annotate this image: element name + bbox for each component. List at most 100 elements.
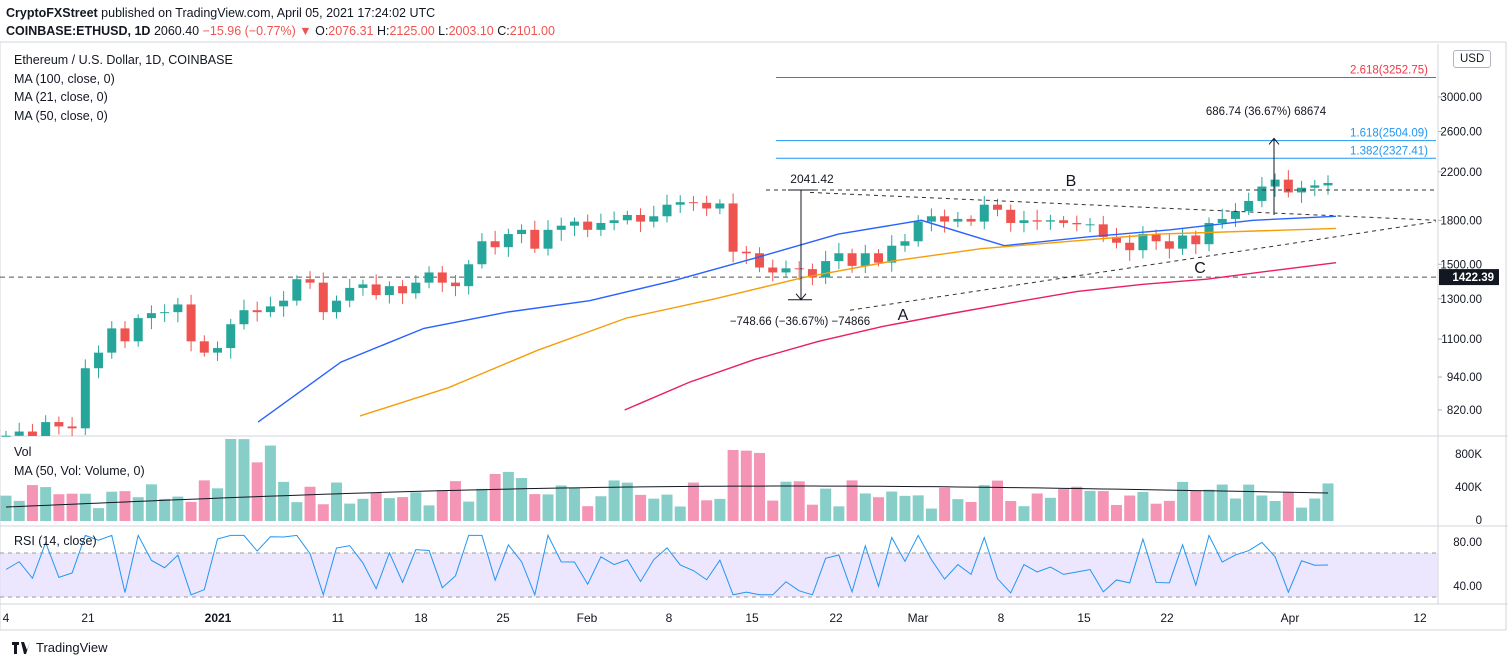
volume-bar [754,452,766,521]
candle-body [1059,220,1069,223]
candle-body [781,268,791,273]
candle-body [755,253,765,268]
fib-label: 1.618(2504.09) [1350,128,1428,140]
tradingview-footer[interactable]: TradingView [12,640,108,655]
candle-body [1244,200,1254,212]
candle-body [1,435,11,437]
wave-c-label: C [1194,260,1206,277]
price-tag-value: 1422.39 [1452,272,1494,284]
candle-body [609,220,619,223]
price-tick-label: 820.00 [1447,405,1482,417]
candle-body [1151,234,1161,242]
candle-body [464,264,474,287]
volume-bar [780,481,792,521]
volume-bar [1177,481,1189,521]
candle-body [1297,187,1307,193]
candle-body [993,204,1002,210]
volume-bar [0,495,12,521]
volume-bar [806,504,818,521]
drop-label: −748.66 (−36.67%) −74866 [730,316,870,328]
volume-bar [26,485,38,521]
volume-bar [859,493,871,521]
volume-bar [1005,500,1017,521]
volume-bar [912,495,924,521]
volume-bar [212,488,224,521]
chart-frame [0,41,1507,631]
candle-body [503,234,513,248]
candle-body [1283,179,1293,193]
candle-body [556,225,566,230]
candle-body [490,241,500,248]
candle-body [569,221,579,226]
volume-bar [410,492,422,521]
volume-bar [568,487,580,521]
currency-button[interactable]: USD [1453,50,1492,68]
candle-body [649,216,659,222]
candle-body [94,352,104,369]
candle-body [292,279,302,301]
ma100-line [624,261,1337,411]
price-tag-bg [1439,269,1499,286]
candle-body [860,253,870,266]
time-tick-label: 18 [414,611,428,625]
candle-body [384,286,394,296]
candle-body [1125,242,1135,251]
volume-bar [687,482,699,521]
time-tick-label: 15 [745,611,759,625]
candle-body [1019,220,1029,223]
volume-bar [1124,495,1136,521]
volume-bar [251,462,263,521]
price-legend: Ethereum / U.S. Dollar, 1D, COINBASE MA … [14,51,233,125]
candle-body [741,251,751,254]
volume-bar [516,478,528,521]
volume-bar [489,473,501,521]
candle-body [411,282,421,294]
candle-body [517,229,527,235]
volume-bar [344,503,356,521]
time-tick-label: 22 [1160,611,1174,625]
candle-body [1270,179,1280,187]
candle-body [305,279,315,283]
candle-body [662,204,672,217]
volume-bar [1269,500,1281,521]
volume-bar [1044,497,1056,521]
publish-info: published on TradingView.com, April 05, … [97,6,436,20]
volume-bar [1190,490,1202,521]
candle-body [146,313,156,319]
drop-arrow-head [795,293,807,301]
candle-body [926,216,936,222]
candle-body [675,202,685,205]
volume-legend: Vol MA (50, Vol: Volume, 0) [14,443,145,480]
volume-bar [1097,491,1109,521]
rsi-legend: RSI (14, close) [14,534,97,548]
candle-body [398,286,408,294]
candle-body [265,306,275,313]
candle-body [1072,222,1082,225]
volume-bar [1137,492,1149,521]
volume-bar [1110,504,1122,521]
volume-bar [1084,490,1096,521]
volume-bar [93,508,105,521]
volume-bar [674,506,686,521]
high-label: H: [376,24,390,38]
volume-label: Vol [14,445,32,459]
candle-body [728,203,738,252]
candle-body [252,310,262,313]
candle-body [1111,236,1121,243]
candle-body [279,300,289,307]
volume-bar [317,504,329,521]
candle-body [807,269,817,278]
volume-bar [291,502,303,521]
volume-bar [925,508,937,521]
candle-body [768,267,778,273]
price-tick-label: 940.00 [1447,372,1482,384]
volume-tick-label: 0 [1476,515,1482,527]
candle-body [371,284,381,296]
rsi-tick-label: 40.00 [1453,581,1482,593]
candle-body [953,218,963,222]
fib-label: 1.382(2327.41) [1350,145,1428,157]
candle-body [1098,224,1108,237]
time-tick-label: Mar [908,611,929,625]
